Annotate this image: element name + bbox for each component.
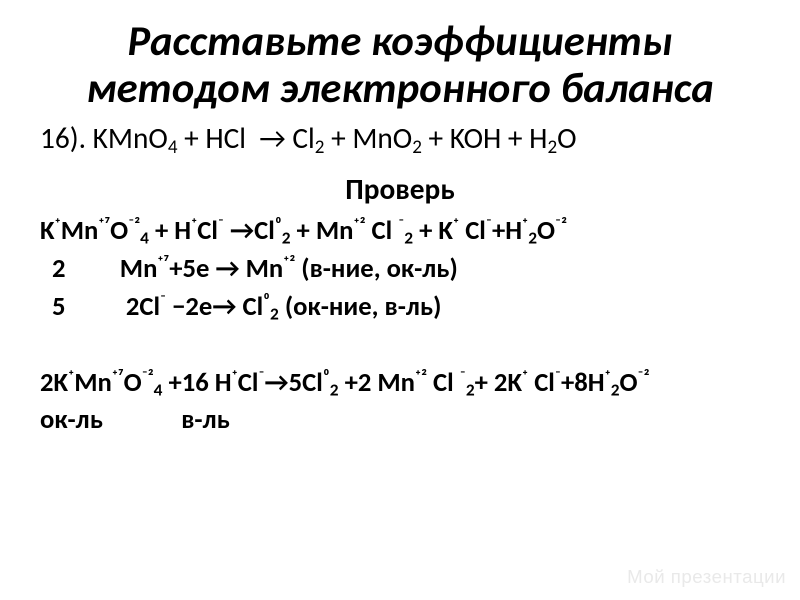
equation-16: 16). KMnO4 + HCl → Cl2 + MnO2 + KOH + H2… — [40, 120, 760, 159]
title-line2: методом электронного баланса — [86, 62, 714, 114]
equation-16-label: 16). — [40, 120, 86, 156]
watermark-text: Мой презентации — [627, 566, 786, 588]
work-line-1: K⁺Mn⁺⁷O⁻²4 + H⁺Cl⁻ →Cl⁰2 + Mn⁺² Cl ⁻2 + … — [40, 215, 567, 247]
check-label: Проверь — [40, 171, 760, 207]
equation-16-body: KMnO4 + HCl → Cl2 + MnO2 + KOH + H2O — [93, 120, 577, 156]
work-line-3: 5 2Cl⁻ −2e→ Cl⁰2 (ок-ние, в-ль) — [40, 291, 441, 323]
work-line-4: 2K⁺Mn⁺⁷O⁻²4 +16 H⁺Cl⁻→5Cl⁰2 +2 Mn⁺² Cl ⁻… — [40, 367, 650, 399]
slide: Расставьте коэффициенты методом электрон… — [0, 0, 800, 600]
title-line1: Расставьте коэффициенты — [128, 15, 673, 67]
work-line-2: 2 Mn⁺⁷+5e → Mn⁺² (в-ние, ок-ль) — [40, 253, 458, 285]
work-block: K⁺Mn⁺⁷O⁻²4 + H⁺Cl⁻ →Cl⁰2 + Mn⁺² Cl ⁻2 + … — [40, 213, 760, 440]
work-line-5: ок-ль в-ль — [40, 404, 230, 436]
slide-title: Расставьте коэффициенты методом электрон… — [40, 18, 760, 112]
